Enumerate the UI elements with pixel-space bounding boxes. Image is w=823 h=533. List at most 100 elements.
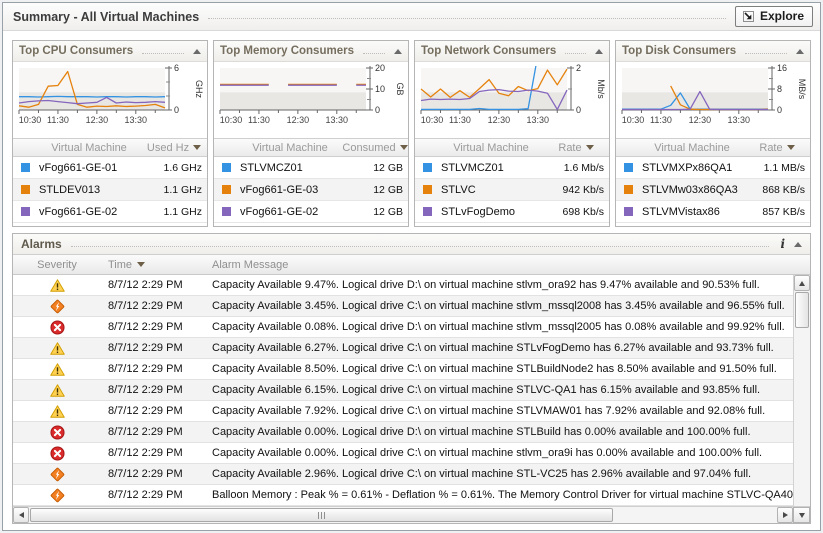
consumer-row[interactable]: vFog661-GE-02 12 GB bbox=[214, 201, 408, 223]
svg-text:11:30: 11:30 bbox=[47, 115, 69, 125]
alarm-row[interactable]: 8/7/12 2:29 PM Capacity Available 3.45%. … bbox=[13, 296, 793, 317]
alarm-row[interactable]: 8/7/12 2:29 PM Capacity Available 0.00%. … bbox=[13, 443, 793, 464]
alarm-row[interactable]: 8/7/12 2:29 PM Capacity Available 6.15%. … bbox=[13, 380, 793, 401]
alarm-row[interactable]: 8/7/12 2:29 PM Capacity Available 6.27%. … bbox=[13, 338, 793, 359]
window-titlebar: Summary - All Virtual Machines Explore bbox=[3, 3, 820, 31]
alarm-row[interactable]: 8/7/12 2:29 PM Capacity Available 0.08%. … bbox=[13, 317, 793, 338]
series-swatch-icon bbox=[422, 163, 432, 172]
series-swatch-icon bbox=[221, 207, 231, 216]
horizontal-scrollbar[interactable] bbox=[13, 507, 793, 523]
svg-text:GHz: GHz bbox=[194, 80, 204, 99]
alarm-row[interactable]: 8/7/12 2:29 PM Capacity Available 2.96%. … bbox=[13, 464, 793, 485]
time-cell: 8/7/12 2:29 PM bbox=[108, 447, 183, 459]
vertical-scrollbar-track[interactable] bbox=[794, 329, 810, 506]
dashboard-content: Top CPU Consumers 0 6 GHz 10:30 11:30 12:30 13… bbox=[3, 31, 820, 524]
disk-chart-svg: 0 8 16 MB/s 10:30 11:30 12:30 13:30 bbox=[621, 63, 807, 125]
alarms-rows: 8/7/12 2:29 PM Capacity Available 9.47%. … bbox=[13, 275, 793, 506]
severity-cell bbox=[13, 278, 101, 292]
svg-text:2: 2 bbox=[576, 64, 581, 73]
alarm-row[interactable]: 8/7/12 2:29 PM Capacity Available 7.92%. … bbox=[13, 401, 793, 422]
column-header-virtual-machine[interactable]: Virtual Machine bbox=[654, 141, 730, 154]
consumer-row[interactable]: vFog661-GE-01 1.6 GHz bbox=[13, 157, 207, 179]
consumer-row[interactable]: STLVMCZ01 1.6 Mb/s bbox=[415, 157, 609, 179]
alarms-body: 8/7/12 2:29 PM Capacity Available 9.47%. … bbox=[13, 275, 810, 506]
collapse-icon[interactable] bbox=[796, 48, 804, 54]
column-header-virtual-machine[interactable]: Virtual Machine bbox=[51, 141, 127, 154]
panel-header[interactable]: Top Memory Consumers bbox=[214, 41, 408, 62]
consumer-row[interactable]: STLVMw03x86QA3 868 KB/s bbox=[616, 179, 810, 201]
message-cell: Capacity Available 0.00%. Logical drive … bbox=[212, 447, 763, 459]
consumer-table-body: STLVMCZ01 12 GB vFog661-GE-03 12 GB vFog661-… bbox=[214, 157, 408, 223]
collapse-icon[interactable] bbox=[794, 241, 802, 247]
sort-desc-icon bbox=[786, 145, 795, 150]
vm-metric-value: 12 GB bbox=[373, 161, 403, 174]
message-cell: Capacity Available 6.15%. Logical drive … bbox=[212, 384, 761, 396]
series-swatch-icon bbox=[20, 163, 30, 172]
consumer-chart[interactable]: 0 2 Mb/s 10:30 11:30 12:30 13:30 bbox=[415, 62, 609, 138]
vm-name: STLVMVistax86 bbox=[642, 205, 720, 218]
consumer-row[interactable]: vFog661-GE-03 12 GB bbox=[214, 179, 408, 201]
scroll-down-button[interactable] bbox=[793, 507, 810, 523]
consumer-chart[interactable]: 0 8 16 MB/s 10:30 11:30 12:30 13:30 bbox=[616, 62, 810, 138]
series-swatch-icon bbox=[20, 207, 30, 216]
alarm-row[interactable]: 8/7/12 2:29 PM Capacity Available 0.00%. … bbox=[13, 422, 793, 443]
vm-name: STLvFogDemo bbox=[441, 205, 515, 218]
horizontal-scrollbar-row bbox=[13, 506, 810, 523]
svg-text:12:30: 12:30 bbox=[287, 115, 310, 125]
scroll-left-button[interactable] bbox=[13, 507, 29, 523]
alarm-row[interactable]: 8/7/12 2:29 PM Capacity Available 8.50%. … bbox=[13, 359, 793, 380]
svg-text:10: 10 bbox=[375, 84, 385, 94]
alarms-header[interactable]: Alarms i bbox=[13, 234, 810, 255]
panel-network-consumers: Top Network Consumers 0 2 Mb/s 10:30 11:30 12… bbox=[414, 40, 610, 227]
vertical-scrollbar[interactable] bbox=[793, 275, 810, 506]
consumer-row[interactable]: STLVMCZ01 12 GB bbox=[214, 157, 408, 179]
collapse-icon[interactable] bbox=[193, 48, 201, 54]
consumer-column-header: Virtual Machine Rate bbox=[616, 138, 810, 157]
column-header-virtual-machine[interactable]: Virtual Machine bbox=[453, 141, 529, 154]
panel-header[interactable]: Top Network Consumers bbox=[415, 41, 609, 62]
scroll-right-button[interactable] bbox=[777, 507, 793, 523]
alarm-row[interactable]: 8/7/12 2:29 PM Capacity Available 9.47%. … bbox=[13, 275, 793, 296]
consumer-row[interactable]: STLvFogDemo 698 Kb/s bbox=[415, 201, 609, 223]
consumer-row[interactable]: STLDEV013 1.1 GHz bbox=[13, 179, 207, 201]
info-icon[interactable]: i bbox=[780, 237, 785, 251]
svg-text:10:30: 10:30 bbox=[220, 115, 243, 125]
consumer-chart[interactable]: 0 10 20 GB 10:30 11:30 12:30 13:30 bbox=[214, 62, 408, 138]
column-header-virtual-machine[interactable]: Virtual Machine bbox=[252, 141, 328, 154]
panel-header[interactable]: Top Disk Consumers bbox=[616, 41, 810, 62]
panel-cpu-consumers: Top CPU Consumers 0 6 GHz 10:30 11:30 12:30 13… bbox=[12, 40, 208, 227]
explore-button[interactable]: Explore bbox=[734, 6, 813, 27]
consumer-row[interactable]: STLVC 942 Kb/s bbox=[415, 179, 609, 201]
horizontal-scrollbar-thumb[interactable] bbox=[30, 508, 613, 522]
vm-name: vFog661-GE-02 bbox=[240, 205, 319, 218]
column-header-metric[interactable]: Consumed bbox=[342, 142, 408, 154]
column-header-metric[interactable]: Rate bbox=[744, 142, 810, 154]
network-chart-svg: 0 2 Mb/s 10:30 11:30 12:30 13:30 bbox=[420, 63, 606, 125]
column-header-message[interactable]: Alarm Message bbox=[212, 258, 289, 271]
vm-name: STLVMw03x86QA3 bbox=[642, 183, 738, 196]
column-header-metric[interactable]: Rate bbox=[543, 142, 609, 154]
thumb-grip bbox=[321, 511, 322, 519]
alarm-row[interactable]: 8/7/12 2:29 PM Balloon Memory : Peak % = … bbox=[13, 485, 793, 506]
consumer-row[interactable]: vFog661-GE-02 1.1 GHz bbox=[13, 201, 207, 223]
vm-metric-value: 942 Kb/s bbox=[562, 183, 604, 196]
svg-text:13:30: 13:30 bbox=[527, 115, 550, 125]
column-header-time[interactable]: Time bbox=[101, 259, 205, 271]
column-header-severity[interactable]: Severity bbox=[37, 258, 77, 271]
scroll-up-button[interactable] bbox=[794, 275, 810, 291]
time-cell: 8/7/12 2:29 PM bbox=[108, 384, 183, 396]
column-header-metric[interactable]: Used Hz bbox=[141, 142, 207, 154]
warning-icon bbox=[49, 362, 65, 376]
consumer-row[interactable]: STLVMXPx86QA1 1.1 MB/s bbox=[616, 157, 810, 179]
consumer-row[interactable]: STLVMVistax86 857 KB/s bbox=[616, 201, 810, 223]
series-swatch-icon bbox=[221, 185, 231, 194]
collapse-icon[interactable] bbox=[394, 48, 402, 54]
consumer-chart[interactable]: 0 6 GHz 10:30 11:30 12:30 13:30 bbox=[13, 62, 207, 138]
vm-metric-value: 1.1 GHz bbox=[163, 205, 202, 218]
collapse-icon[interactable] bbox=[595, 48, 603, 54]
vertical-scrollbar-thumb[interactable] bbox=[795, 292, 809, 328]
vm-name: vFog661-GE-01 bbox=[39, 161, 118, 174]
panel-header[interactable]: Top CPU Consumers bbox=[13, 41, 207, 62]
message-cell: Capacity Available 7.92%. Logical drive … bbox=[212, 405, 766, 417]
